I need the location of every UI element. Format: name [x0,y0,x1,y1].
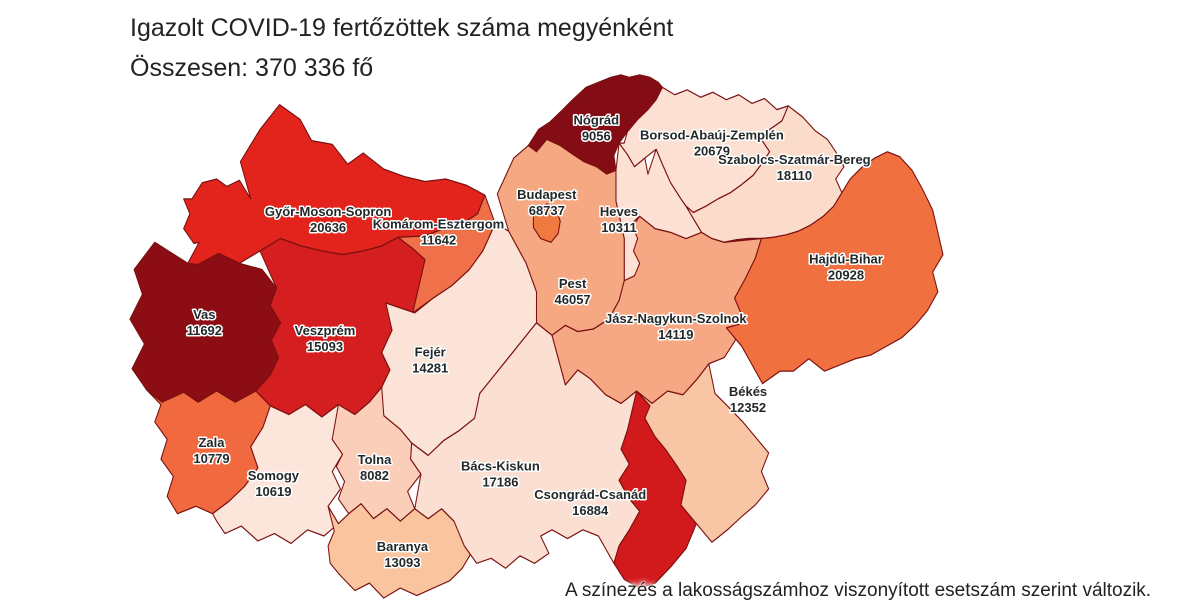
svg-text:20636: 20636 [310,220,346,235]
svg-text:14281: 14281 [412,360,448,375]
svg-text:Komárom-Esztergom: Komárom-Esztergom [373,217,504,232]
svg-text:Borsod-Abaúj-Zemplén: Borsod-Abaúj-Zemplén [640,127,784,142]
svg-text:8082: 8082 [360,468,389,483]
svg-text:11692: 11692 [187,323,222,338]
svg-text:46057: 46057 [555,292,591,307]
svg-text:Nógrád: Nógrád [574,113,620,128]
svg-text:9056: 9056 [582,129,611,144]
svg-text:17186: 17186 [482,474,518,489]
svg-text:Jász-Nagykun-Szolnok: Jász-Nagykun-Szolnok [605,311,747,326]
svg-text:68737: 68737 [529,203,565,218]
svg-text:18110: 18110 [777,168,812,183]
svg-text:Vas: Vas [193,307,215,322]
svg-text:12352: 12352 [730,400,766,415]
svg-text:Hajdú-Bihar: Hajdú-Bihar [809,251,883,266]
svg-text:Zala: Zala [198,435,225,450]
svg-text:Tolna: Tolna [358,452,392,467]
svg-text:Baranya: Baranya [377,539,429,554]
svg-text:Szabolcs-Szatmár-Bereg: Szabolcs-Szatmár-Bereg [718,152,870,167]
svg-text:Budapest: Budapest [517,187,577,202]
svg-text:15093: 15093 [307,339,343,354]
svg-text:11642: 11642 [421,233,456,248]
svg-text:10779: 10779 [193,451,229,466]
svg-text:Békés: Békés [729,384,767,399]
svg-text:Somogy: Somogy [248,468,300,483]
svg-text:10619: 10619 [255,484,291,499]
svg-text:Heves: Heves [600,204,638,219]
svg-text:20928: 20928 [828,267,864,282]
svg-text:Fejér: Fejér [415,344,446,359]
svg-text:Pest: Pest [559,276,587,291]
svg-text:10311: 10311 [601,220,636,235]
svg-text:13093: 13093 [384,555,420,570]
svg-text:Csongrád-Csanád: Csongrád-Csanád [534,487,646,502]
svg-text:Veszprém: Veszprém [295,323,356,338]
svg-text:Bács-Kiskun: Bács-Kiskun [461,458,540,473]
svg-text:14119: 14119 [658,327,693,342]
svg-text:16884: 16884 [572,503,609,518]
